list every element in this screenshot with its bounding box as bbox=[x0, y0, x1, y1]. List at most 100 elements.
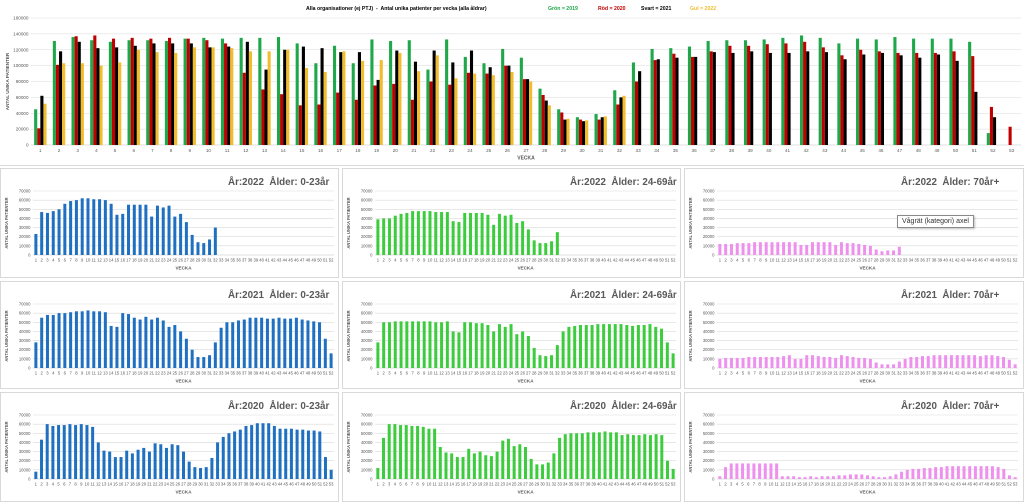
x-tick-label: 35 bbox=[914, 371, 919, 376]
y-axis[interactable]: 0 10000 20000 30000 40000 50000 60000 70000 ANTA… bbox=[346, 301, 373, 370]
x-tick-label: 19 bbox=[136, 482, 141, 487]
axis-tooltip: Vågrät (kategori) axel bbox=[897, 215, 974, 228]
bar-series-1-week-17 bbox=[333, 45, 337, 145]
x-tick-label: 41 bbox=[607, 371, 612, 376]
bar-week-7 bbox=[753, 242, 757, 255]
x-tick-label: 3 bbox=[388, 371, 391, 376]
y-tick-label: 60000 bbox=[361, 422, 373, 427]
x-axis[interactable]: 1 2 3 4 5 6 7 8 9 10 11 12 13 14 15 16 17 18 19 20 21 22 23 24 2… bbox=[377, 258, 676, 271]
x-tick-label: 41 bbox=[785, 148, 791, 153]
series-1[interactable] bbox=[34, 198, 217, 255]
x-axis[interactable]: 1 2 3 4 5 6 7 8 9 10 11 12 13 14 15 16 17 18 19 20 21 22 23 24 2… bbox=[719, 482, 1018, 495]
series-1[interactable] bbox=[376, 211, 559, 255]
bar-week-34 bbox=[909, 357, 913, 368]
plot-area[interactable] bbox=[376, 424, 675, 479]
series-1[interactable] bbox=[376, 424, 675, 479]
x-tick-label: 51 bbox=[317, 482, 322, 487]
bar-series-3-week-49 bbox=[936, 54, 941, 146]
chart-2021-age-24-69[interactable]: 0 10000 20000 30000 40000 50000 60000 70000 ANTA… bbox=[342, 281, 681, 389]
x-tick-label: 52 bbox=[990, 148, 996, 153]
series-1[interactable] bbox=[718, 463, 1017, 479]
x-axis[interactable]: 1 2 3 4 5 6 7 8 9 10 11 12 13 14 15 16 17 18 19 20 21 22 23 24 2… bbox=[35, 258, 334, 271]
series-3[interactable] bbox=[40, 41, 997, 146]
x-axis[interactable]: 1 2 3 4 5 6 7 8 9 10 11 12 13 14 15 16 17 18 19 20 21 22 23 24 2… bbox=[377, 371, 676, 384]
plot-area[interactable] bbox=[718, 463, 1017, 479]
series-2[interactable] bbox=[37, 35, 1012, 146]
plot-area[interactable] bbox=[34, 198, 217, 255]
x-tick-label: 19 bbox=[822, 258, 827, 263]
bar-week-6 bbox=[746, 463, 750, 479]
bar-series-2-week-19 bbox=[373, 85, 377, 145]
bar-week-23 bbox=[845, 356, 849, 368]
bar-week-8 bbox=[416, 211, 420, 255]
x-tick-label: 7 bbox=[753, 258, 756, 263]
series-1[interactable] bbox=[718, 242, 901, 255]
x-tick-label: 1 bbox=[39, 148, 42, 153]
bar-week-39 bbox=[596, 324, 600, 368]
chart-2022-age-24-69[interactable]: 0 10000 20000 30000 40000 50000 60000 70000 ANTA… bbox=[342, 168, 681, 278]
y-axis[interactable]: 0 10000 20000 30000 40000 50000 60000 70000 ANTA… bbox=[4, 188, 31, 257]
x-tick-label: 8 bbox=[170, 148, 173, 153]
bar-week-17 bbox=[469, 212, 473, 255]
x-tick-label: 26 bbox=[517, 482, 522, 487]
bar-week-27 bbox=[868, 358, 872, 368]
x-axis[interactable]: 1 2 3 4 5 6 7 8 9 10 11 12 13 14 15 16 17 18 19 20 21 22 23 24 2… bbox=[377, 482, 676, 495]
series-1[interactable] bbox=[34, 423, 333, 479]
series-1[interactable] bbox=[34, 310, 333, 368]
bar-week-19 bbox=[822, 242, 826, 255]
x-axis[interactable]: 1 2 3 4 5 6 7 8 9 10 11 12 13 14 15 16 17 18 19 20 21 22 23 24 2… bbox=[719, 258, 1018, 271]
chart-all-ages-per-week[interactable]: 0 20000 40000 60000 80000 100000 120000 140000 1… bbox=[0, 0, 1024, 166]
plot-area[interactable] bbox=[376, 321, 675, 368]
bar-series-2-week-27 bbox=[522, 79, 526, 145]
y-axis[interactable]: 0 10000 20000 30000 40000 50000 60000 70000 ANTA… bbox=[688, 188, 715, 257]
series-1[interactable] bbox=[376, 321, 675, 368]
series-1[interactable] bbox=[718, 355, 1017, 368]
x-tick-label: 21 bbox=[491, 371, 496, 376]
bar-week-11 bbox=[776, 242, 780, 255]
x-tick-label: 14 bbox=[107, 482, 112, 487]
plot-area[interactable] bbox=[34, 423, 333, 479]
bar-week-3 bbox=[45, 212, 49, 255]
bar-series-1-week-39 bbox=[743, 40, 748, 146]
x-tick-label: 15 bbox=[113, 482, 118, 487]
y-axis[interactable]: 0 10000 20000 30000 40000 50000 60000 70000 ANTA… bbox=[688, 301, 715, 370]
series-4[interactable] bbox=[43, 47, 626, 146]
plot-area[interactable] bbox=[376, 211, 559, 255]
x-tick-label: 7 bbox=[69, 258, 72, 263]
bar-series-3-week-19 bbox=[376, 79, 380, 145]
y-tick-label: 70000 bbox=[19, 188, 31, 193]
chart-2020-age-0-23[interactable]: 0 10000 20000 30000 40000 50000 60000 70000 ANTA… bbox=[0, 392, 339, 502]
plot-area[interactable] bbox=[718, 242, 901, 255]
chart-2021-age-0-23[interactable]: 0 10000 20000 30000 40000 50000 60000 70000 ANTA… bbox=[0, 281, 339, 389]
x-axis[interactable]: 1 2 3 4 5 6 7 8 9 10 11 12 13 14 15 16 17 18 19 20 21 22 23 24 2… bbox=[35, 371, 334, 384]
y-tick-label: 20000 bbox=[361, 347, 373, 352]
x-axis[interactable]: 1 2 3 4 5 6 7 8 9 10 11 12 13 14 15 16 17 18 19 20 21 22 23 24 2… bbox=[39, 148, 1015, 162]
series-1[interactable] bbox=[34, 35, 990, 146]
y-axis[interactable]: 0 10000 20000 30000 40000 50000 60000 70000 ANTA… bbox=[346, 412, 373, 481]
x-tick-label: 43 bbox=[614, 482, 619, 487]
bar-week-27 bbox=[868, 245, 872, 255]
x-axis[interactable]: 1 2 3 4 5 6 7 8 9 10 11 12 13 14 15 16 17 18 19 20 21 22 23 24 2… bbox=[35, 482, 334, 495]
x-tick-label: 48 bbox=[306, 258, 311, 263]
y-axis[interactable]: 0 10000 20000 30000 40000 50000 60000 70000 ANTA… bbox=[346, 188, 373, 257]
plot-area[interactable] bbox=[718, 355, 1017, 368]
x-tick-label: 8 bbox=[75, 258, 78, 263]
y-axis[interactable]: 0 10000 20000 30000 40000 50000 60000 70000 ANTA… bbox=[4, 301, 31, 370]
chart-2021-age-70-plus[interactable]: 0 10000 20000 30000 40000 50000 60000 70000 ANTA… bbox=[684, 281, 1024, 389]
y-axis[interactable]: 0 20000 40000 60000 80000 100000 120000 140000 1… bbox=[5, 16, 29, 148]
y-tick-label: 10000 bbox=[19, 467, 31, 472]
x-tick-label: 19 bbox=[820, 482, 825, 487]
chart-2022-age-0-23[interactable]: 0 10000 20000 30000 40000 50000 60000 70000 ANTA… bbox=[0, 168, 339, 278]
bar-week-4 bbox=[393, 215, 397, 255]
chart-2020-age-24-69[interactable]: 0 10000 20000 30000 40000 50000 60000 70000 ANTA… bbox=[342, 392, 681, 502]
plot-area[interactable] bbox=[34, 35, 1012, 146]
gridlines bbox=[33, 303, 334, 369]
bar-week-37 bbox=[242, 319, 246, 368]
y-axis[interactable]: 0 10000 20000 30000 40000 50000 60000 70000 ANTA… bbox=[688, 412, 715, 481]
bar-week-45 bbox=[631, 325, 635, 368]
plot-area[interactable] bbox=[34, 310, 333, 368]
x-tick-label: 13 bbox=[103, 371, 108, 376]
y-axis[interactable]: 0 10000 20000 30000 40000 50000 60000 70000 ANTA… bbox=[4, 412, 31, 481]
x-axis[interactable]: 1 2 3 4 5 6 7 8 9 10 11 12 13 14 15 16 17 18 19 20 21 22 23 24 2… bbox=[719, 371, 1018, 384]
chart-2020-age-70-plus[interactable]: 0 10000 20000 30000 40000 50000 60000 70000 ANTA… bbox=[684, 392, 1024, 502]
